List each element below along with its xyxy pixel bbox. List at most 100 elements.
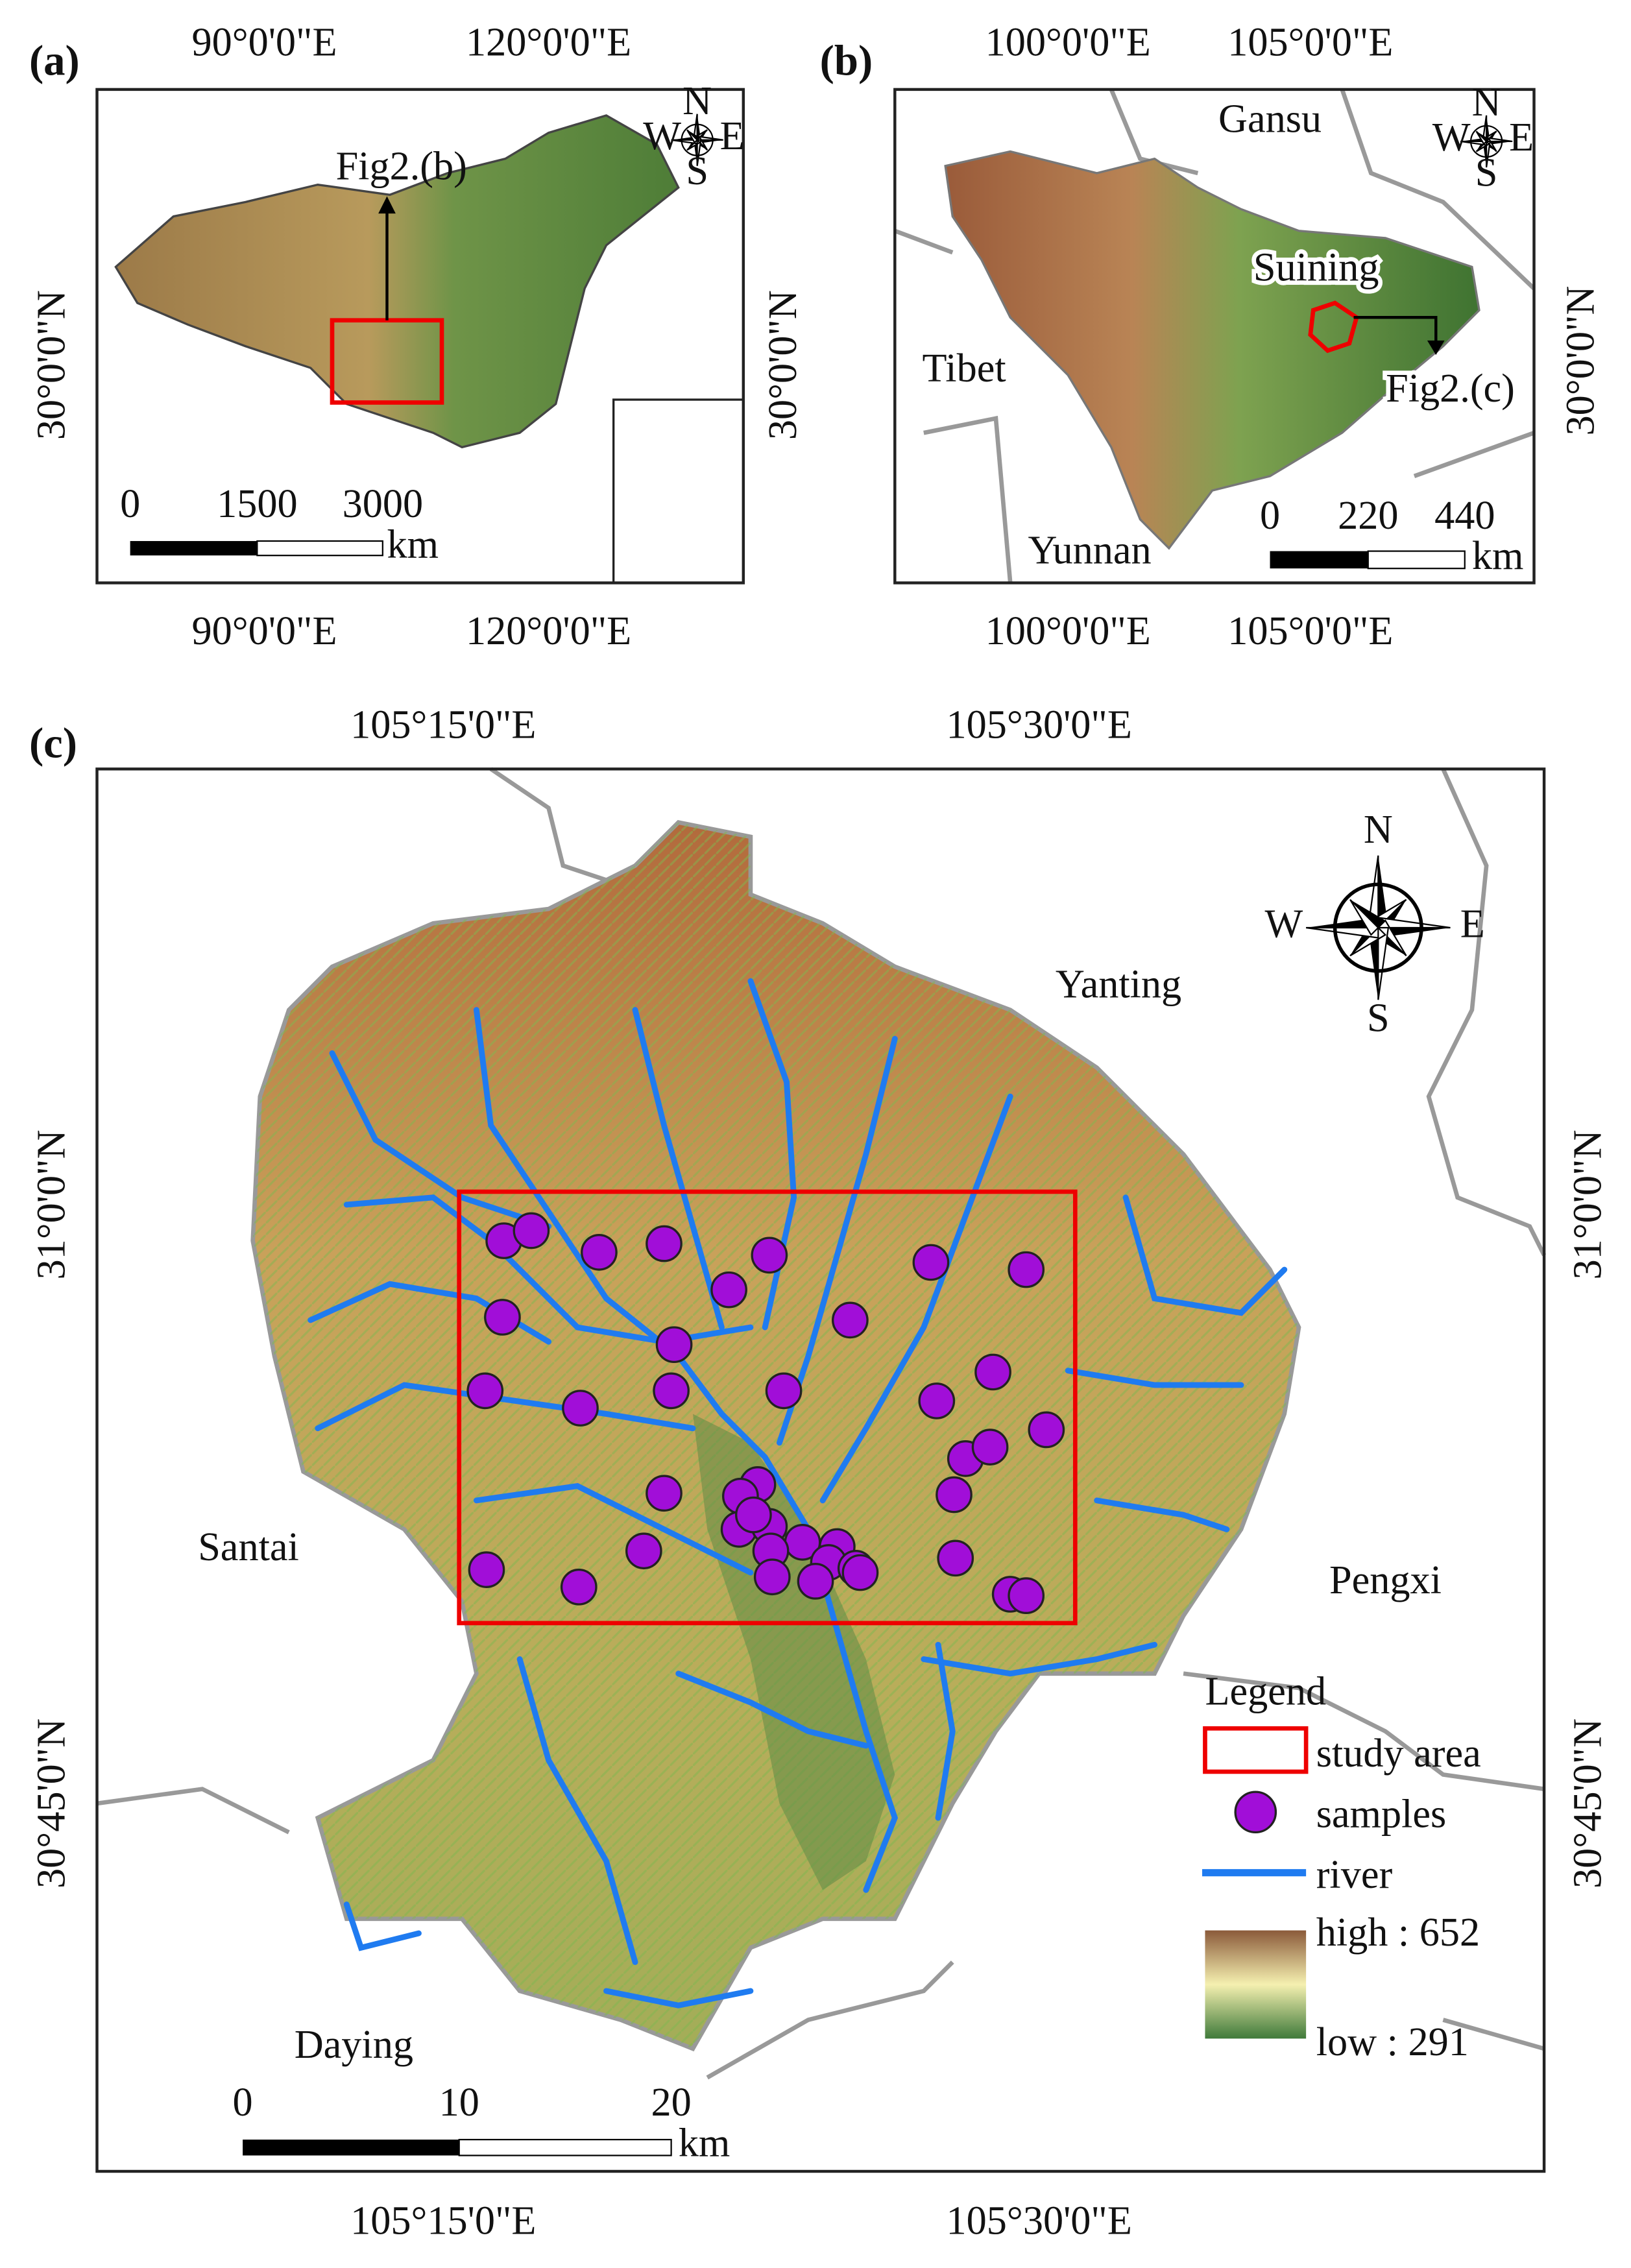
compass-ring [1469,125,1503,158]
lon-label: 105°15'0"E [350,703,536,747]
river [473,1483,754,1576]
legend-item: river [1316,1853,1393,1897]
frame [95,767,1546,2173]
scale-label: 0 [1260,494,1280,538]
river [921,1641,1158,1677]
suining-outline [1308,300,1359,354]
lat-label: 30°0'0"N [761,290,805,440]
lat-label: 31°0'0"N [29,1129,73,1279]
lat-label: 30°45'0"N [1566,1719,1610,1888]
sample [513,1212,550,1249]
scale-bar [1270,551,1368,569]
china [114,114,680,449]
panel-b: (b) 100°0'0"E 105°0'0"E 100°0'0"E 105°0'… [820,20,1603,653]
place: Pengxi [1329,1558,1442,1602]
lat-label: 30°45'0"N [29,1719,73,1888]
sample [753,1558,791,1596]
compass-ray [1377,926,1390,1000]
river [315,1382,696,1432]
river [1122,1194,1288,1316]
sample [765,1372,803,1410]
study-area [457,1189,1078,1626]
place: Yunnan [1028,528,1151,572]
sample [560,1568,598,1606]
scale-unit: km [679,2121,731,2165]
river [516,1656,638,1965]
lon-label: 105°30'0"E [947,703,1132,747]
place: Tibet [922,346,1006,391]
panel-label: (a) [29,37,80,84]
annotation: Fig2.(c) [1386,367,1515,411]
sample [1008,1577,1045,1615]
compass-ray [1350,899,1386,928]
scale-bar [256,540,383,557]
sample [710,1271,747,1309]
panel-c: (c) 105°15'0"E 105°30'0"E 105°15'0"E 105… [29,703,1610,2243]
sample [653,1372,690,1410]
sample [918,1382,956,1419]
sample [971,1429,1009,1466]
sample [735,1496,772,1534]
scale-label: 20 [651,2081,691,2125]
compass-label: E [1460,902,1485,946]
panel-a: (a) 90°0'0"E 120°0'0"E 90°0'0"E 120°0'0"… [29,20,805,653]
panel-label: (c) [29,719,77,767]
lon-label: 120°0'0"E [466,609,631,653]
sample [646,1225,683,1262]
samples [466,1212,1065,1615]
lat-label: 30°0'0"N [1559,285,1603,435]
scale-label: 1500 [217,482,298,526]
compass-ray [686,129,699,144]
scale-bar [458,2138,672,2156]
legend-item: samples [1316,1792,1447,1836]
river [1094,1497,1230,1532]
lon-label: 100°0'0"E [985,609,1151,653]
sample [974,1353,1011,1391]
sample [484,1299,521,1336]
compass-label: N [1472,80,1501,125]
lon-label: 100°0'0"E [985,20,1151,64]
compass-label: S [1475,151,1498,195]
arrowhead [378,196,396,214]
lon-label: 90°0'0"E [191,609,337,653]
lon-label: 90°0'0"E [191,20,337,64]
sample [797,1563,834,1600]
sample [625,1532,662,1570]
legend-title: Legend [1205,1669,1326,1713]
compass-ring [1333,882,1423,973]
annotation: Fig2.(b) [336,145,467,189]
relief [252,822,1299,2049]
arrowhead [1427,340,1445,356]
place: Gansu [1218,97,1322,141]
place: Suining [1253,245,1379,289]
scale-label: 0 [120,482,140,526]
legend-low: low : 291 [1316,2020,1469,2064]
river [329,1050,552,1229]
legend-swatch [1203,1726,1309,1774]
river [675,1671,869,1749]
sichuan [944,150,1480,550]
compass-ray [671,139,698,145]
compass-label: E [720,114,745,158]
compass-label: W [643,114,681,158]
compass-ray [1475,130,1488,145]
sample [655,1326,693,1364]
scale-bar [1367,550,1466,570]
legend-ramp [1205,1930,1307,2039]
compass-label: N [1364,808,1393,852]
frame [893,88,1536,585]
panel-label: (b) [820,37,873,84]
lon-label: 105°30'0"E [947,2199,1132,2243]
lon-label: 105°15'0"E [350,2199,536,2243]
compass-ray [1486,140,1492,168]
scale-label: 3000 [343,482,424,526]
compass-ray [1306,917,1379,928]
sample [562,1390,599,1427]
river [632,1007,725,1331]
lon-label: 105°0'0"E [1227,20,1393,64]
place: Daying [295,2023,413,2067]
sample [1008,1251,1045,1288]
river [1065,1368,1244,1388]
compass-label: W [1265,902,1303,946]
